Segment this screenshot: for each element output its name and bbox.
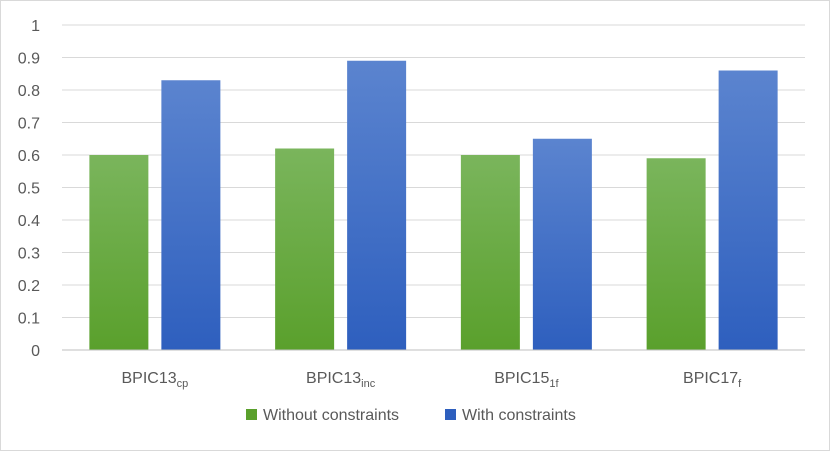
bar-without-constraints <box>460 155 520 350</box>
y-tick-label: 0.4 <box>18 213 40 230</box>
bar-without-constraints <box>646 158 706 350</box>
y-tick-label: 0.6 <box>18 148 40 165</box>
legend-label: Without constraints <box>263 407 399 424</box>
bars <box>89 60 778 350</box>
y-tick-label: 0.5 <box>18 181 40 198</box>
y-axis-tick-labels: 0 0.1 0.2 0.3 0.4 0.5 0.6 0.7 0.8 0.9 1 <box>18 18 40 360</box>
x-tick-label: BPIC13cp <box>121 370 188 390</box>
x-tick-label: BPIC17f <box>683 370 742 390</box>
y-tick-label: 0 <box>31 343 40 360</box>
bar-without-constraints <box>89 155 149 350</box>
y-tick-label: 0.3 <box>18 246 40 263</box>
y-tick-label: 0.1 <box>18 311 40 328</box>
legend: Without constraints With constraints <box>246 407 576 424</box>
bar-without-constraints <box>275 148 335 350</box>
bar-with-constraints <box>532 138 592 350</box>
bar-with-constraints <box>718 70 778 350</box>
bar-with-constraints <box>347 60 407 350</box>
legend-swatch <box>445 409 456 420</box>
x-tick-label: BPIC151f <box>494 370 559 390</box>
legend-swatch <box>246 409 257 420</box>
bar-with-constraints <box>161 80 221 350</box>
y-tick-label: 0.2 <box>18 278 40 295</box>
y-tick-label: 1 <box>31 18 40 35</box>
y-tick-label: 0.9 <box>18 51 40 68</box>
x-tick-label: BPIC13inc <box>306 370 376 390</box>
y-tick-label: 0.7 <box>18 116 40 133</box>
x-axis-tick-labels: BPIC13cp BPIC13inc BPIC151f BPIC17f <box>121 370 742 390</box>
legend-label: With constraints <box>462 407 576 424</box>
y-tick-label: 0.8 <box>18 83 40 100</box>
